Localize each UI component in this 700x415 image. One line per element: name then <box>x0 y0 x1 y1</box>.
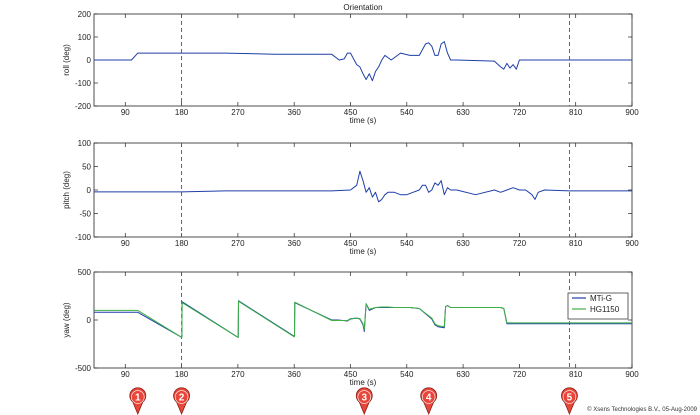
y-tick-label: 100 <box>78 33 92 42</box>
x-tick-label: 90 <box>121 370 130 379</box>
x-tick-label: 540 <box>400 108 414 117</box>
marker-ring <box>357 390 371 404</box>
x-tick-label: 90 <box>121 239 130 248</box>
series-line-hg1150 <box>94 300 632 338</box>
x-tick-label: 630 <box>456 108 470 117</box>
y-axis-label: pitch (deg) <box>62 171 71 209</box>
x-tick-label: 630 <box>456 370 470 379</box>
marker-number: 4 <box>426 393 432 404</box>
y-tick-label: 50 <box>82 163 91 172</box>
x-axis-label: time (s) <box>350 247 377 256</box>
y-tick-label: 500 <box>78 268 92 277</box>
x-tick-label: 90 <box>121 108 130 117</box>
axes-frame <box>93 271 633 369</box>
marker-number: 2 <box>179 393 185 404</box>
legend-box <box>567 292 629 320</box>
event-marker-1: 1 <box>129 387 147 415</box>
event-marker-2: 2 <box>173 387 190 415</box>
x-tick-label: 450 <box>344 108 358 117</box>
x-tick-label: 540 <box>400 370 414 379</box>
chart-title: Orientation <box>343 3 382 12</box>
x-tick-label: 360 <box>288 239 302 248</box>
subplot-3: 90 180 270 360 450 540 630 720 810 900 -500 0 500 tim… <box>62 268 639 387</box>
subplot-2: 90 180 270 360 450 540 630 720 810 900 -100 -50 0 50 1… <box>62 139 639 256</box>
x-tick-label: 180 <box>175 108 189 117</box>
x-tick-label: 900 <box>625 239 639 248</box>
y-tick-label: 200 <box>78 10 92 19</box>
x-tick-label: 180 <box>175 239 189 248</box>
axes-frame <box>93 142 633 238</box>
x-tick-label: 720 <box>513 108 527 117</box>
event-marker-3: 3 <box>355 387 373 415</box>
x-tick-label: 270 <box>231 239 245 248</box>
x-tick-label: 360 <box>288 108 302 117</box>
series-line-1 <box>94 41 632 82</box>
x-tick-label: 450 <box>344 370 358 379</box>
marker-ring <box>421 390 436 404</box>
y-tick-label: -100 <box>75 233 92 242</box>
x-tick-label: 810 <box>569 239 583 248</box>
x-axis-label: time (s) <box>350 116 377 125</box>
y-tick-label: 0 <box>87 56 92 65</box>
x-tick-label: 900 <box>625 108 639 117</box>
series-line-1 <box>94 170 632 203</box>
marker-ring <box>562 390 577 404</box>
y-tick-label: 100 <box>78 139 92 148</box>
x-tick-label: 360 <box>288 370 302 379</box>
plots-group: 90 180 270 360 450 540 630 720 810 900-200-100010… <box>62 3 639 387</box>
legend: MTi-G HG1150 <box>567 292 629 320</box>
x-tick-label: 180 <box>175 370 189 379</box>
marker-ring <box>131 390 145 404</box>
y-tick-label: -100 <box>75 79 92 88</box>
y-tick-label: -50 <box>79 210 91 219</box>
x-tick-label: 720 <box>513 370 527 379</box>
x-tick-label: 270 <box>231 370 245 379</box>
y-tick-label: -200 <box>75 102 92 111</box>
y-axis-label: yaw (deg) <box>62 302 71 337</box>
y-axis-label: roll (deg) <box>62 44 71 76</box>
x-tick-label: 720 <box>513 239 527 248</box>
event-markers: 1 2 3 4 5 <box>129 387 578 415</box>
x-tick-label: 630 <box>456 239 470 248</box>
x-tick-label: 810 <box>569 108 583 117</box>
y-tick-label: 0 <box>87 186 92 195</box>
event-marker-5: 5 <box>561 387 578 415</box>
legend-entry: HG1150 <box>590 305 620 314</box>
marker-number: 5 <box>567 393 573 404</box>
subplot-1: 90 180 270 360 450 540 630 720 810 900 -200 -100 0 10… <box>62 3 639 125</box>
x-axis-label: time (s) <box>350 378 377 387</box>
y-tick-label: -500 <box>75 364 92 373</box>
marker-number: 1 <box>135 393 141 404</box>
x-tick-label: 450 <box>344 239 358 248</box>
x-tick-label: 270 <box>231 108 245 117</box>
x-tick-label: 810 <box>569 370 583 379</box>
legend-entry: MTi-G <box>590 294 612 303</box>
copyright-text: © Xsens Technologies B.V., 05-Aug-2009 <box>587 407 697 413</box>
y-tick-label: 0 <box>87 316 92 325</box>
x-tick-label: 900 <box>625 370 639 379</box>
x-tick-label: 540 <box>400 239 414 248</box>
marker-ring <box>174 390 189 404</box>
marker-number: 3 <box>361 393 367 404</box>
event-marker-4: 4 <box>420 387 438 415</box>
